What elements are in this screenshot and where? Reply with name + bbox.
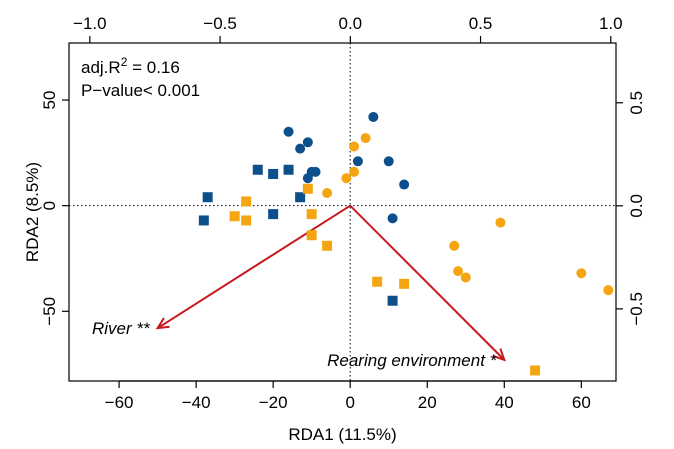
data-point-circle: [349, 166, 360, 177]
data-point-square: [372, 276, 383, 287]
y-axis-right: −0.5 0.0 0.5: [616, 91, 646, 326]
data-point-square: [530, 365, 541, 376]
reference-lines: [69, 43, 616, 381]
p-value-annotation: P−value< 0.001: [81, 81, 200, 100]
sample-points: [198, 111, 614, 376]
vector-arrowhead: [155, 317, 170, 330]
data-point-circle: [295, 143, 306, 154]
data-point-circle: [310, 166, 321, 177]
data-point-circle: [302, 137, 313, 148]
data-point-circle: [302, 173, 313, 184]
data-point-square: [387, 295, 398, 306]
data-point-square: [295, 192, 306, 203]
data-point-circle: [603, 285, 614, 296]
y-axis-title: RDA2 (8.5%): [23, 162, 42, 262]
data-point-square: [322, 240, 333, 251]
right-tick-label: 0.0: [627, 194, 646, 218]
data-point-square: [306, 209, 317, 220]
adj-r2-annotation: adj.R2 = 0.16: [81, 55, 180, 77]
data-point-circle: [368, 111, 379, 122]
vector-line: [157, 204, 351, 330]
data-point-square: [241, 196, 252, 207]
top-tick-label: 0.0: [338, 14, 362, 33]
data-point-circle: [322, 187, 333, 198]
x-tick-label: 40: [495, 393, 514, 412]
top-tick-label: −1.0: [73, 14, 107, 33]
data-point-circle: [453, 266, 464, 277]
adj-r2-superscript: 2: [121, 55, 128, 69]
y-axis-left: −50 0 50: [40, 91, 69, 326]
data-point-circle: [576, 268, 587, 279]
data-point-circle: [341, 173, 352, 184]
data-point-square: [198, 215, 209, 226]
y-tick-label: −50: [40, 297, 59, 326]
data-point-square: [202, 192, 213, 203]
data-point-square: [302, 183, 313, 194]
data-point-square: [268, 168, 279, 179]
data-point-square: [399, 278, 410, 289]
vector-label: Rearing environment *: [327, 351, 498, 370]
data-point-circle: [360, 133, 371, 144]
adj-r2-prefix: adj.R: [81, 58, 121, 77]
top-tick-label: 0.5: [469, 14, 493, 33]
data-point-circle: [283, 126, 294, 137]
x-axis-title: RDA1 (11.5%): [288, 425, 396, 444]
data-point-square: [268, 209, 279, 220]
adj-r2-value: = 0.16: [127, 58, 179, 77]
x-tick-label: −40: [182, 393, 211, 412]
data-point-circle: [399, 179, 410, 190]
right-tick-label: −0.5: [627, 292, 646, 326]
x-tick-label: 60: [572, 393, 591, 412]
vector-arrowhead: [492, 348, 506, 362]
data-point-square: [306, 230, 317, 241]
vector-line: [349, 204, 505, 361]
x-tick-label: 0: [345, 393, 354, 412]
data-point-square: [252, 164, 263, 175]
data-point-square: [241, 215, 252, 226]
y-tick-label: 50: [40, 91, 59, 110]
data-point-square: [229, 211, 240, 222]
data-point-square: [283, 164, 294, 175]
y-tick-label: 0: [40, 201, 59, 210]
data-point-circle: [449, 240, 460, 251]
x-tick-label: 20: [418, 393, 437, 412]
env-vectors: River ** Rearing environment *: [92, 204, 506, 370]
data-point-circle: [349, 141, 360, 152]
x-tick-label: −20: [259, 393, 288, 412]
top-tick-label: 1.0: [599, 14, 623, 33]
data-point-circle: [460, 272, 471, 283]
vector-label: River **: [92, 319, 151, 338]
top-tick-label: −0.5: [203, 14, 237, 33]
data-point-circle: [383, 156, 394, 167]
x-tick-label: −60: [105, 393, 134, 412]
x-axis-bottom: −60 −40 −20 0 20 40 60: [105, 380, 591, 412]
data-point-circle: [495, 217, 506, 228]
right-tick-label: 0.5: [627, 91, 646, 115]
data-point-circle: [352, 156, 363, 167]
data-point-circle: [387, 213, 398, 224]
x-axis-top: −1.0 −0.5 0.0 0.5 1.0: [73, 14, 623, 43]
